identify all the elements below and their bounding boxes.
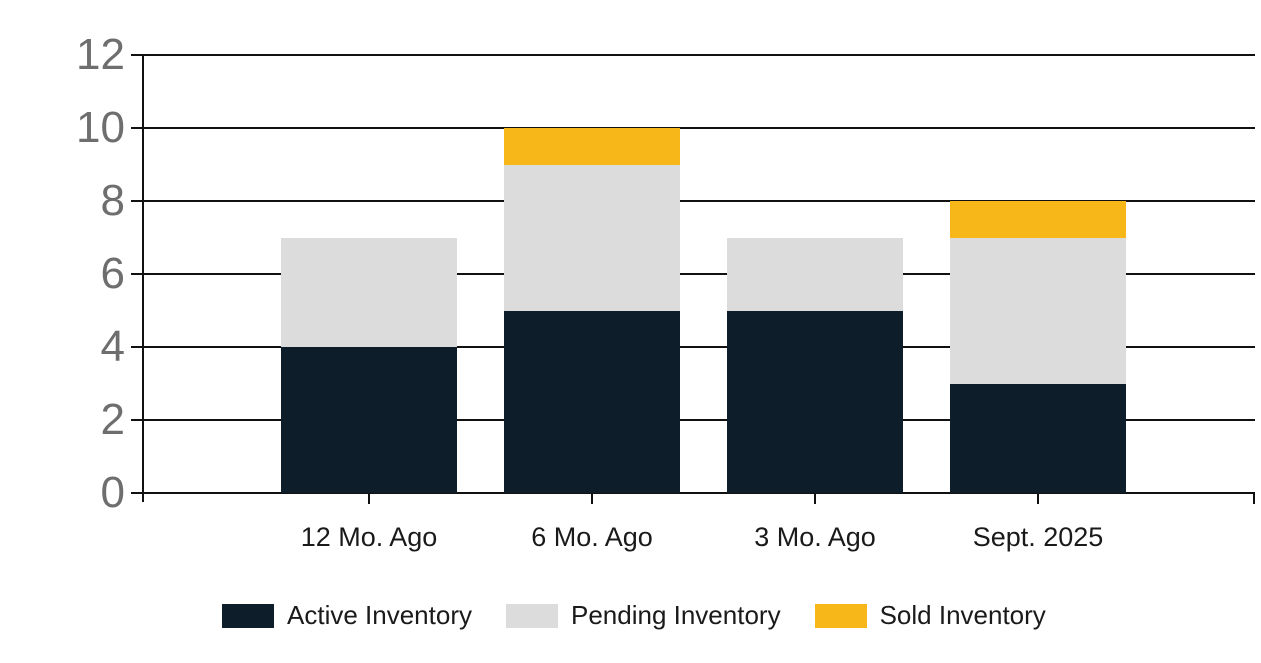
gridline-y-12 <box>131 54 1255 56</box>
x-axis-end-tick <box>1253 493 1255 504</box>
bar-segment-sold-inventory <box>504 128 680 165</box>
y-axis-tick-label: 10 <box>76 103 125 152</box>
legend-item-active-inventory: Active Inventory <box>222 600 472 631</box>
legend-item-sold-inventory: Sold Inventory <box>814 600 1046 631</box>
legend-label: Pending Inventory <box>570 600 781 630</box>
bar-segment-pending-inventory <box>281 237 457 347</box>
gridline-y-6 <box>131 273 1255 275</box>
x-axis-tick <box>814 493 816 504</box>
legend-swatch-pending-inventory-icon <box>505 603 558 628</box>
legend-swatch-active-inventory-icon <box>222 603 274 628</box>
x-axis-category-label: 3 Mo. Ago <box>754 522 876 552</box>
bar-segment-active-inventory <box>727 310 903 493</box>
bar-segment-active-inventory <box>281 347 457 493</box>
x-axis-tick <box>1037 493 1039 504</box>
x-axis-category-label: 6 Mo. Ago <box>531 522 653 552</box>
bar-segment-active-inventory <box>950 383 1126 493</box>
chart-legend: Active Inventory Pending Inventory Sold In… <box>222 600 1046 631</box>
bar-segment-active-inventory <box>504 310 680 493</box>
bar-segment-pending-inventory <box>504 164 680 311</box>
y-axis-tick-label: 12 <box>76 30 125 79</box>
gridline-y-4 <box>131 346 1255 348</box>
y-axis-tick-label: 2 <box>100 395 125 444</box>
y-axis-line <box>142 55 144 502</box>
bar-segment-pending-inventory <box>950 237 1126 384</box>
gridline-y-8 <box>131 200 1255 202</box>
gridline-y-10 <box>131 127 1255 129</box>
y-axis-tick-label: 8 <box>100 176 125 225</box>
gridline-y-2 <box>131 419 1255 421</box>
legend-swatch-sold-inventory-icon <box>814 603 867 628</box>
legend-label: Active Inventory <box>287 600 472 630</box>
y-axis-tick-label: 0 <box>100 468 125 517</box>
bar-segment-pending-inventory <box>727 237 903 311</box>
x-axis-tick <box>591 493 593 504</box>
gridline-y-0 <box>131 492 1255 494</box>
legend-item-pending-inventory: Pending Inventory <box>505 600 781 631</box>
bar-segment-sold-inventory <box>950 201 1126 238</box>
x-axis-category-label: Sept. 2025 <box>972 522 1104 552</box>
y-axis-tick-label: 4 <box>100 322 125 371</box>
x-axis-tick <box>368 493 370 504</box>
y-axis-tick-label: 6 <box>100 249 125 298</box>
x-axis-category-label: 12 Mo. Ago <box>300 522 438 552</box>
legend-label: Sold Inventory <box>879 600 1046 630</box>
